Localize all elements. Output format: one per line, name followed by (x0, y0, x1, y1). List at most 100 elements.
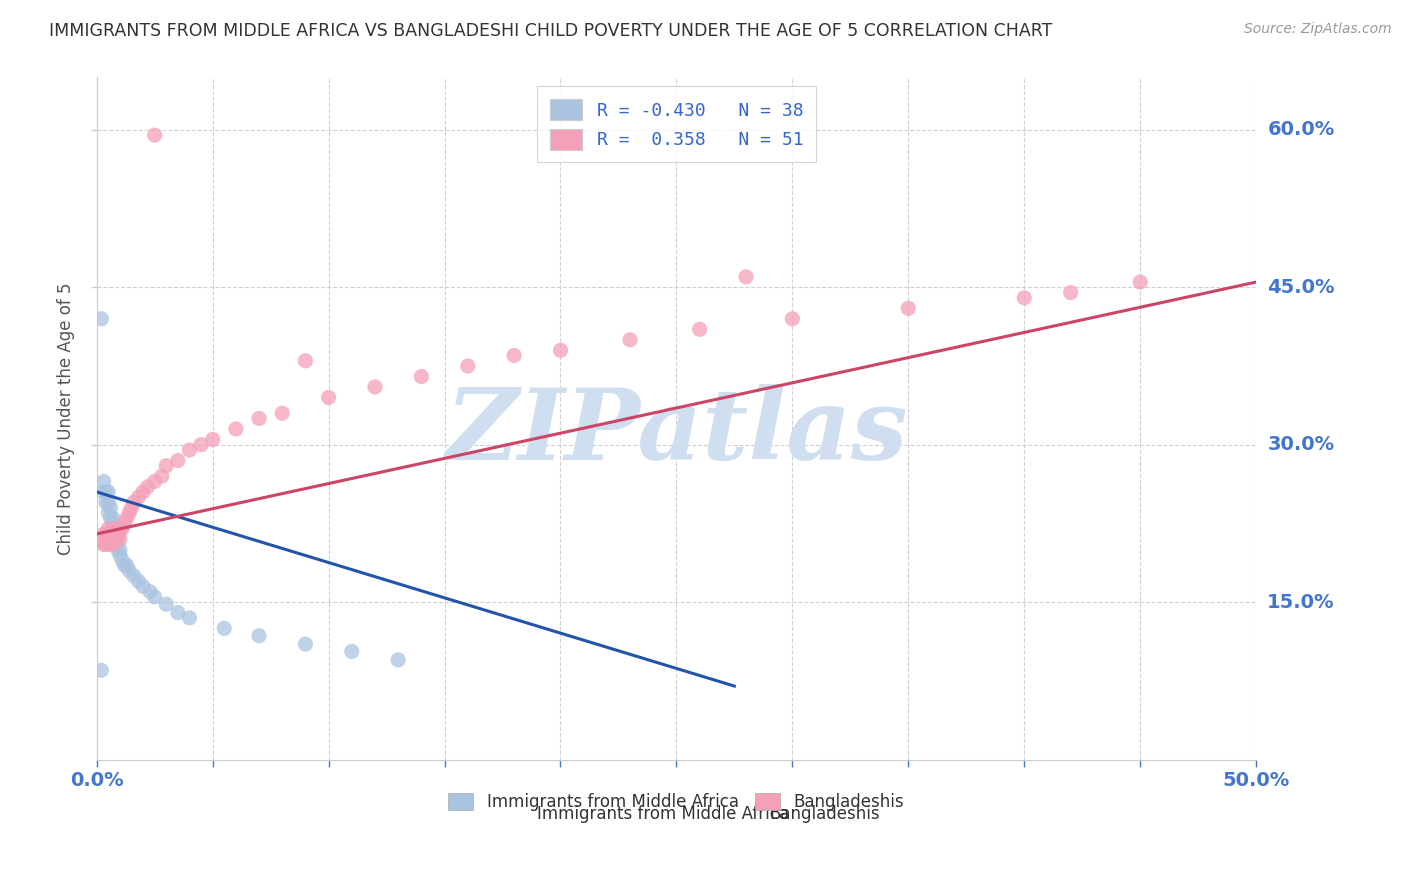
Text: Immigrants from Middle Africa: Immigrants from Middle Africa (537, 805, 789, 823)
Point (387, 653, 409, 667)
Point (104, 532, 127, 546)
Point (212, 621, 235, 635)
Point (179, 442, 201, 457)
Point (104, 532, 127, 546)
Point (271, 406, 294, 420)
Text: Source: ZipAtlas.com: Source: ZipAtlas.com (1244, 22, 1392, 37)
Point (457, 359, 479, 373)
Text: ZIPatlas: ZIPatlas (446, 384, 908, 481)
Point (167, 453, 190, 467)
Point (97, 522, 120, 536)
Point (201, 433, 224, 447)
Point (689, 322, 711, 336)
Point (150, 469, 173, 483)
Point (97, 532, 120, 546)
Point (101, 522, 124, 536)
Point (897, 301, 920, 316)
Point (111, 553, 134, 567)
Point (94, 495, 117, 509)
Point (122, 495, 145, 509)
Point (97, 495, 120, 509)
Point (104, 537, 127, 551)
Point (93, 537, 115, 551)
Point (108, 532, 131, 546)
Point (139, 584, 162, 599)
Point (132, 485, 155, 500)
Point (122, 569, 145, 583)
Point (143, 475, 166, 489)
Point (100, 511, 122, 525)
Point (115, 558, 138, 573)
Legend: Immigrants from Middle Africa, Bangladeshis: Immigrants from Middle Africa, Banglades… (440, 785, 912, 820)
Point (93, 475, 115, 489)
Point (90, 663, 112, 677)
Point (247, 629, 270, 643)
Point (411, 369, 433, 384)
Point (115, 511, 138, 525)
Point (364, 380, 387, 394)
Point (111, 522, 134, 536)
Point (100, 500, 122, 515)
Point (167, 606, 190, 620)
Point (94, 537, 117, 551)
Point (90, 532, 112, 546)
Text: Bangladeshis: Bangladeshis (769, 805, 880, 823)
Point (225, 422, 247, 436)
Point (1012, 291, 1035, 305)
Point (1129, 275, 1152, 289)
Point (143, 128, 166, 143)
Point (100, 537, 122, 551)
Point (97, 506, 120, 520)
Point (93, 485, 115, 500)
Text: 15.0%: 15.0% (1267, 592, 1334, 612)
Point (782, 311, 804, 326)
Point (136, 480, 159, 494)
Y-axis label: Child Poverty Under the Age of 5: Child Poverty Under the Age of 5 (58, 282, 75, 555)
Point (143, 590, 166, 604)
Point (550, 343, 572, 358)
Point (101, 537, 124, 551)
Point (101, 516, 124, 531)
Point (93, 527, 115, 541)
Point (118, 506, 141, 520)
Point (108, 542, 131, 557)
Point (107, 542, 129, 557)
Point (619, 333, 641, 347)
Point (340, 644, 363, 658)
Point (155, 458, 177, 473)
Point (1059, 285, 1081, 300)
Point (104, 522, 127, 536)
Point (114, 558, 136, 573)
Point (118, 564, 141, 578)
Point (97, 485, 120, 500)
Text: 60.0%: 60.0% (1267, 120, 1334, 139)
Point (108, 522, 131, 536)
Point (90, 311, 112, 326)
Point (101, 527, 124, 541)
Text: 30.0%: 30.0% (1267, 435, 1334, 454)
Point (294, 637, 316, 651)
Point (108, 548, 131, 562)
Point (318, 391, 340, 405)
Point (104, 527, 127, 541)
Point (179, 611, 201, 625)
Point (247, 411, 270, 425)
Point (101, 511, 124, 525)
Point (107, 527, 129, 541)
Text: IMMIGRANTS FROM MIDDLE AFRICA VS BANGLADESHI CHILD POVERTY UNDER THE AGE OF 5 CO: IMMIGRANTS FROM MIDDLE AFRICA VS BANGLAD… (49, 22, 1053, 40)
Point (121, 500, 143, 515)
Text: 45.0%: 45.0% (1267, 277, 1334, 297)
Point (155, 597, 177, 611)
Point (100, 527, 122, 541)
Point (127, 490, 149, 504)
Point (294, 353, 316, 368)
Point (503, 349, 526, 363)
Point (190, 438, 212, 452)
Point (127, 574, 149, 589)
Point (735, 269, 758, 284)
Point (94, 527, 117, 541)
Point (114, 516, 136, 531)
Point (94, 485, 117, 500)
Point (132, 579, 155, 593)
Point (107, 532, 129, 546)
